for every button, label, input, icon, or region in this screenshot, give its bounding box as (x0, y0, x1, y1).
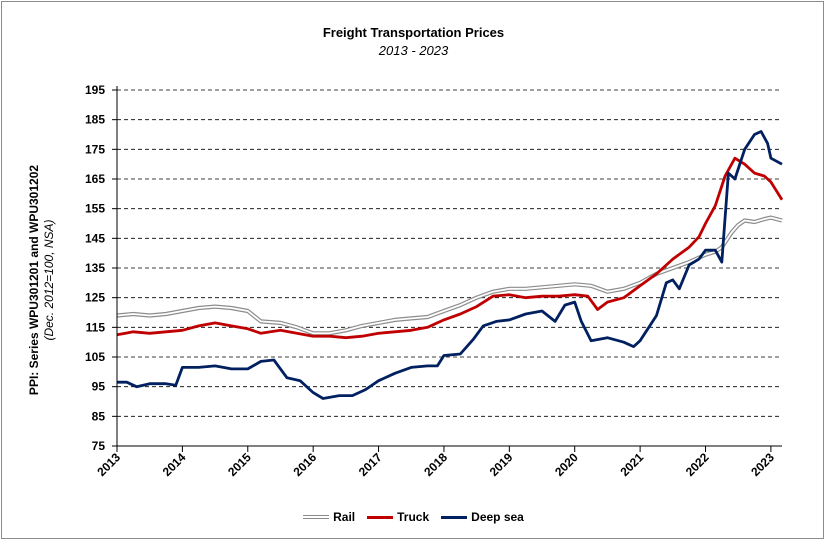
legend-item-rail: Rail (303, 510, 355, 524)
y-tick-label: 195 (85, 83, 105, 97)
y-tick-label: 75 (92, 439, 106, 453)
series-line-rail-inner (116, 216, 783, 335)
x-tick-label: 2022 (683, 450, 712, 479)
y-axis-title: PPI: Series WPU301201 and WPU301202 (Dec… (27, 165, 56, 395)
legend-swatch (441, 515, 468, 519)
y-tick-label: 115 (86, 320, 106, 334)
y-tick-label: 165 (85, 172, 105, 186)
legend-swatch (303, 515, 330, 519)
x-tick-labels: 2013 2014 2015 2016 2017 2018 2019 2020 2021 2022… (94, 450, 777, 479)
y-tick-label: 125 (85, 291, 105, 305)
y-tick-labels: 75 85 95 105 115 125 135 145 155 165 175 185 195 (85, 83, 105, 453)
legend-label: Rail (333, 510, 356, 524)
y-tick-label: 145 (85, 231, 105, 245)
x-tick-label: 2014 (160, 450, 189, 479)
x-tick-label: 2020 (552, 450, 581, 479)
chart-title: Freight Transportation Prices (322, 25, 505, 40)
x-tick-label: 2016 (291, 450, 320, 479)
x-tick-label: 2018 (421, 450, 450, 479)
gridlines (117, 89, 782, 417)
y-axis-label: PPI: Series WPU301201 and WPU301202 (27, 165, 41, 395)
legend-label: Truck (397, 510, 430, 524)
legend-label: Deep sea (471, 510, 524, 524)
y-tick-label: 85 (92, 409, 106, 423)
x-tick-label: 2015 (225, 450, 254, 479)
y-tick-label: 105 (85, 350, 105, 364)
line-chart: 75 85 95 105 115 125 135 145 155 165 175 185 195 201… (27, 83, 784, 479)
y-tick-label: 185 (85, 113, 105, 127)
y-tick-label: 135 (85, 261, 105, 275)
x-tick-label: 2023 (748, 450, 777, 479)
chart-subtitle: 2013 - 2023 (378, 43, 449, 58)
y-tick-label: 175 (85, 142, 105, 156)
y-tick-label: 155 (85, 202, 105, 216)
x-tick-label: 2021 (617, 450, 646, 479)
legend-item-deep-sea: Deep sea (441, 510, 524, 524)
y-axis-unit-label: (Dec. 2012=100, NSA) (42, 219, 56, 340)
series-lines (116, 130, 784, 400)
axes (112, 86, 782, 452)
x-tick-label: 2017 (356, 450, 385, 479)
series-line-truck (116, 156, 784, 340)
x-tick-label: 2019 (487, 450, 516, 479)
legend: Rail Truck Deep sea (2, 510, 825, 524)
series-line-rail (116, 215, 783, 336)
y-tick-label: 95 (92, 380, 106, 394)
x-tick-label: 2013 (94, 450, 123, 479)
legend-swatch (367, 515, 394, 519)
series-line-deep-sea (117, 130, 783, 400)
legend-item-truck: Truck (367, 510, 429, 524)
